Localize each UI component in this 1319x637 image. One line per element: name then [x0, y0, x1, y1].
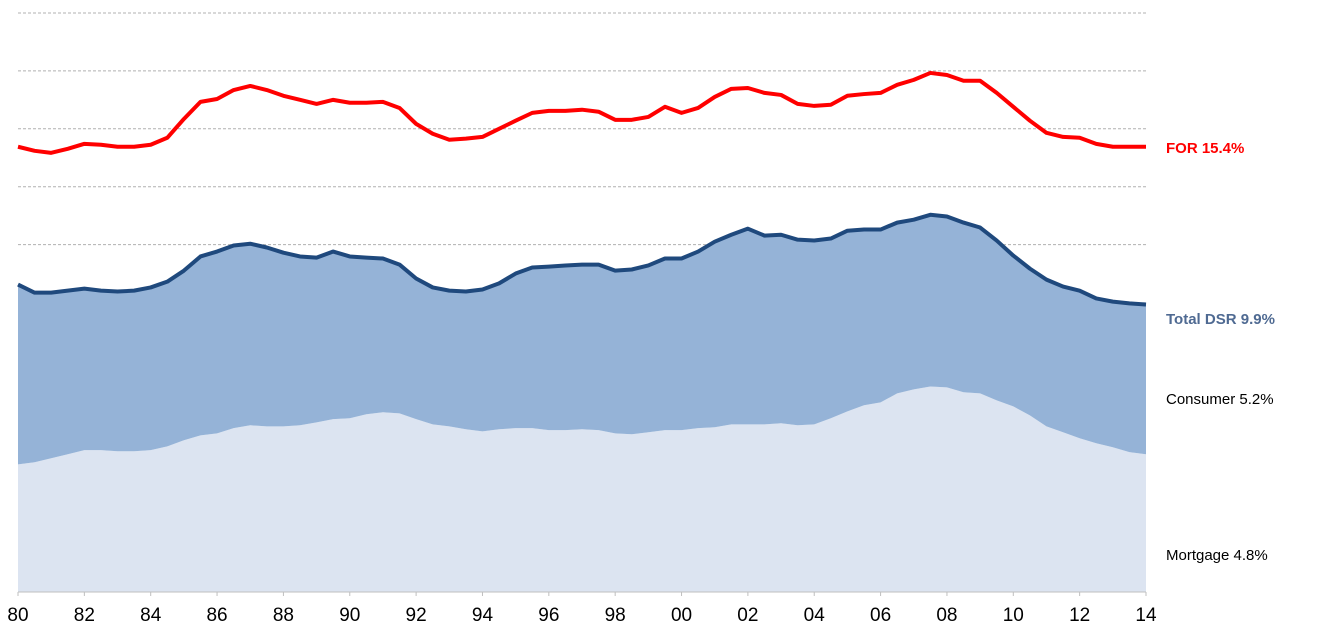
- line: [17, 70, 1146, 155]
- area: [18, 386, 1146, 592]
- x-tick-label: 08: [936, 605, 957, 626]
- x-tick-label: 12: [1069, 605, 1090, 626]
- x-tick-label: 80: [7, 605, 28, 626]
- x-tick-label: 94: [472, 605, 494, 626]
- x-tick-label: 98: [605, 605, 626, 626]
- x-tick-label: 86: [206, 605, 227, 626]
- x-tick-label: 96: [538, 605, 559, 626]
- x-tick-label: 10: [1003, 605, 1024, 626]
- series-label: Consumer 5.2%: [1166, 391, 1274, 408]
- series-label: Mortgage 4.8%: [1166, 547, 1268, 564]
- x-tick-label: 06: [870, 605, 891, 626]
- x-tick-label: 82: [74, 605, 95, 626]
- x-tick-label: 92: [406, 605, 427, 626]
- x-tick-label: 00: [671, 605, 692, 626]
- x-tick-label: 14: [1135, 605, 1157, 626]
- x-tick-label: 84: [140, 605, 162, 626]
- x-tick-label: 04: [804, 605, 826, 626]
- line: [17, 212, 1147, 307]
- x-tick-label: 88: [273, 605, 294, 626]
- series-label: FOR 15.4%: [1166, 140, 1244, 157]
- x-tick-label: 02: [737, 605, 758, 626]
- area: [18, 214, 1146, 465]
- x-tick-label: 90: [339, 605, 360, 626]
- series-label: Total DSR 9.9%: [1166, 311, 1275, 328]
